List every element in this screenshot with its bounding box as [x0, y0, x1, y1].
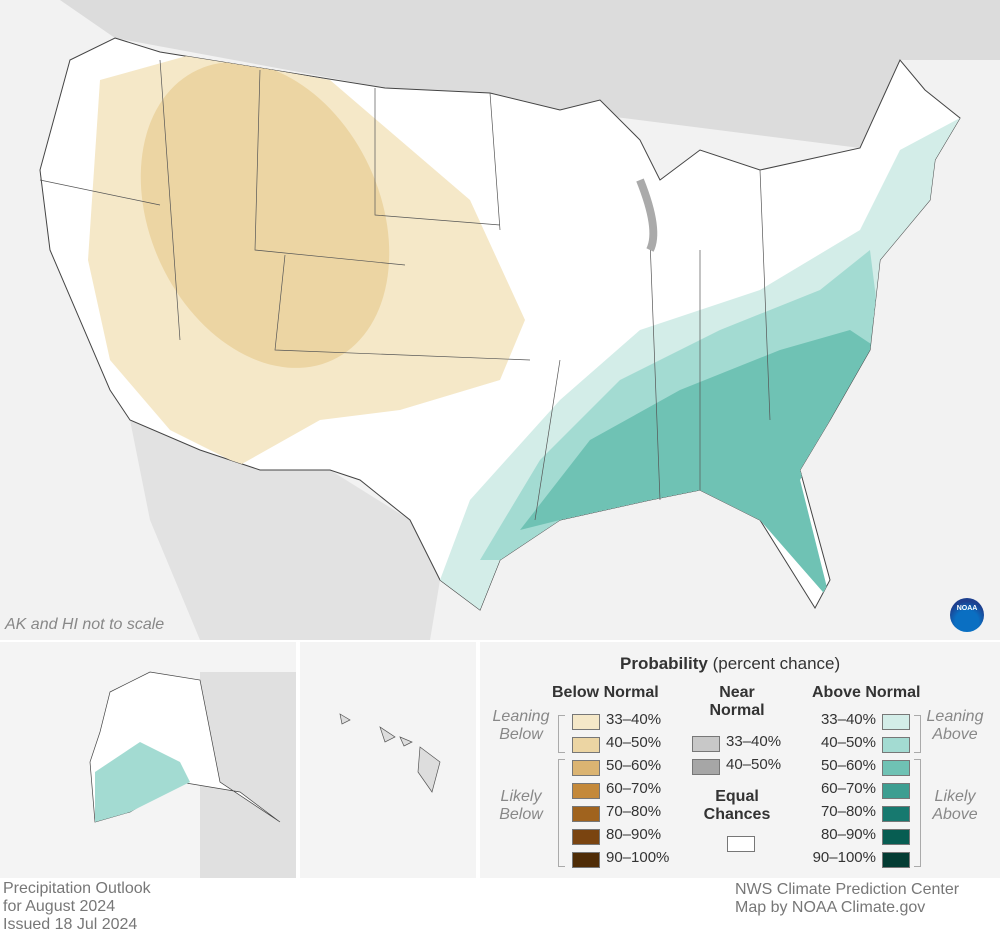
- footer-credit: NWS Climate Prediction Center Map by NOA…: [735, 881, 960, 916]
- equal-chances-label: Equal Chances: [703, 788, 771, 823]
- above-normal-label: 80–90%: [820, 826, 876, 843]
- above-normal-swatch: [882, 806, 910, 822]
- above-normal-swatch: [882, 737, 910, 753]
- mexico-land: [130, 420, 440, 640]
- below-normal-swatch: [572, 737, 600, 753]
- below-normal-label: 40–50%: [606, 734, 662, 751]
- below-normal-label: 60–70%: [606, 780, 662, 797]
- footer-title: Precipitation Outlook for August 2024 Is…: [3, 880, 151, 933]
- canada-land: [200, 672, 296, 878]
- below-heading: Below Normal: [552, 684, 659, 701]
- legend: Probability (percent chance) Below Norma…: [480, 642, 1000, 878]
- near-normal-swatch: [692, 736, 720, 752]
- below-normal-swatch: [572, 714, 600, 730]
- below-normal-swatch: [572, 760, 600, 776]
- conus-map-svg: [0, 0, 1000, 640]
- above-heading: Above Normal: [812, 684, 921, 701]
- below-40-50-region: [140, 62, 390, 368]
- below-normal-label: 70–80%: [606, 803, 662, 820]
- above-normal-swatch: [882, 829, 910, 845]
- below-normal-label: 90–100%: [606, 849, 670, 866]
- legend-subtitle: (percent chance): [712, 654, 841, 673]
- above-normal-label: 50–60%: [820, 757, 876, 774]
- above-normal-label: 70–80%: [820, 803, 876, 820]
- alaska-above-region: [95, 742, 190, 822]
- near-normal-label: 40–50%: [726, 756, 782, 773]
- above-normal-label: 90–100%: [812, 849, 876, 866]
- below-normal-swatch: [572, 852, 600, 868]
- below-normal-swatch: [572, 783, 600, 799]
- alaska-inset: [0, 642, 296, 878]
- above-normal-label: 33–40%: [820, 711, 876, 728]
- near-heading: Near Normal: [709, 684, 765, 719]
- canada-land: [0, 0, 1000, 148]
- above-normal-label: 40–50%: [820, 734, 876, 751]
- lake-michigan: [636, 178, 658, 252]
- above-normal-label: 60–70%: [820, 780, 876, 797]
- scale-note: AK and HI not to scale: [5, 616, 165, 633]
- likely-above-label: Likely Above: [932, 788, 978, 823]
- hawaii-islands: [339, 713, 441, 793]
- below-normal-swatch: [572, 829, 600, 845]
- equal-chances-swatch: [727, 836, 755, 852]
- below-normal-label: 50–60%: [606, 757, 662, 774]
- state-borders: [39, 59, 771, 521]
- below-normal-label: 33–40%: [606, 711, 662, 728]
- noaa-logo: NOAA: [950, 598, 984, 632]
- near-normal-swatch: [692, 759, 720, 775]
- near-normal-label: 33–40%: [726, 733, 782, 750]
- conus-map: NOAA: [0, 0, 1000, 640]
- above-normal-swatch: [882, 760, 910, 776]
- leaning-below-label: Leaning Below: [492, 708, 550, 743]
- likely-below-label: Likely Below: [499, 788, 543, 823]
- hawaii-inset: [300, 642, 476, 878]
- below-normal-swatch: [572, 806, 600, 822]
- leaning-above-label: Leaning Above: [926, 708, 984, 743]
- legend-title: Probability: [620, 654, 708, 673]
- above-normal-swatch: [882, 852, 910, 868]
- above-normal-swatch: [882, 783, 910, 799]
- above-normal-swatch: [882, 714, 910, 730]
- below-normal-label: 80–90%: [606, 826, 662, 843]
